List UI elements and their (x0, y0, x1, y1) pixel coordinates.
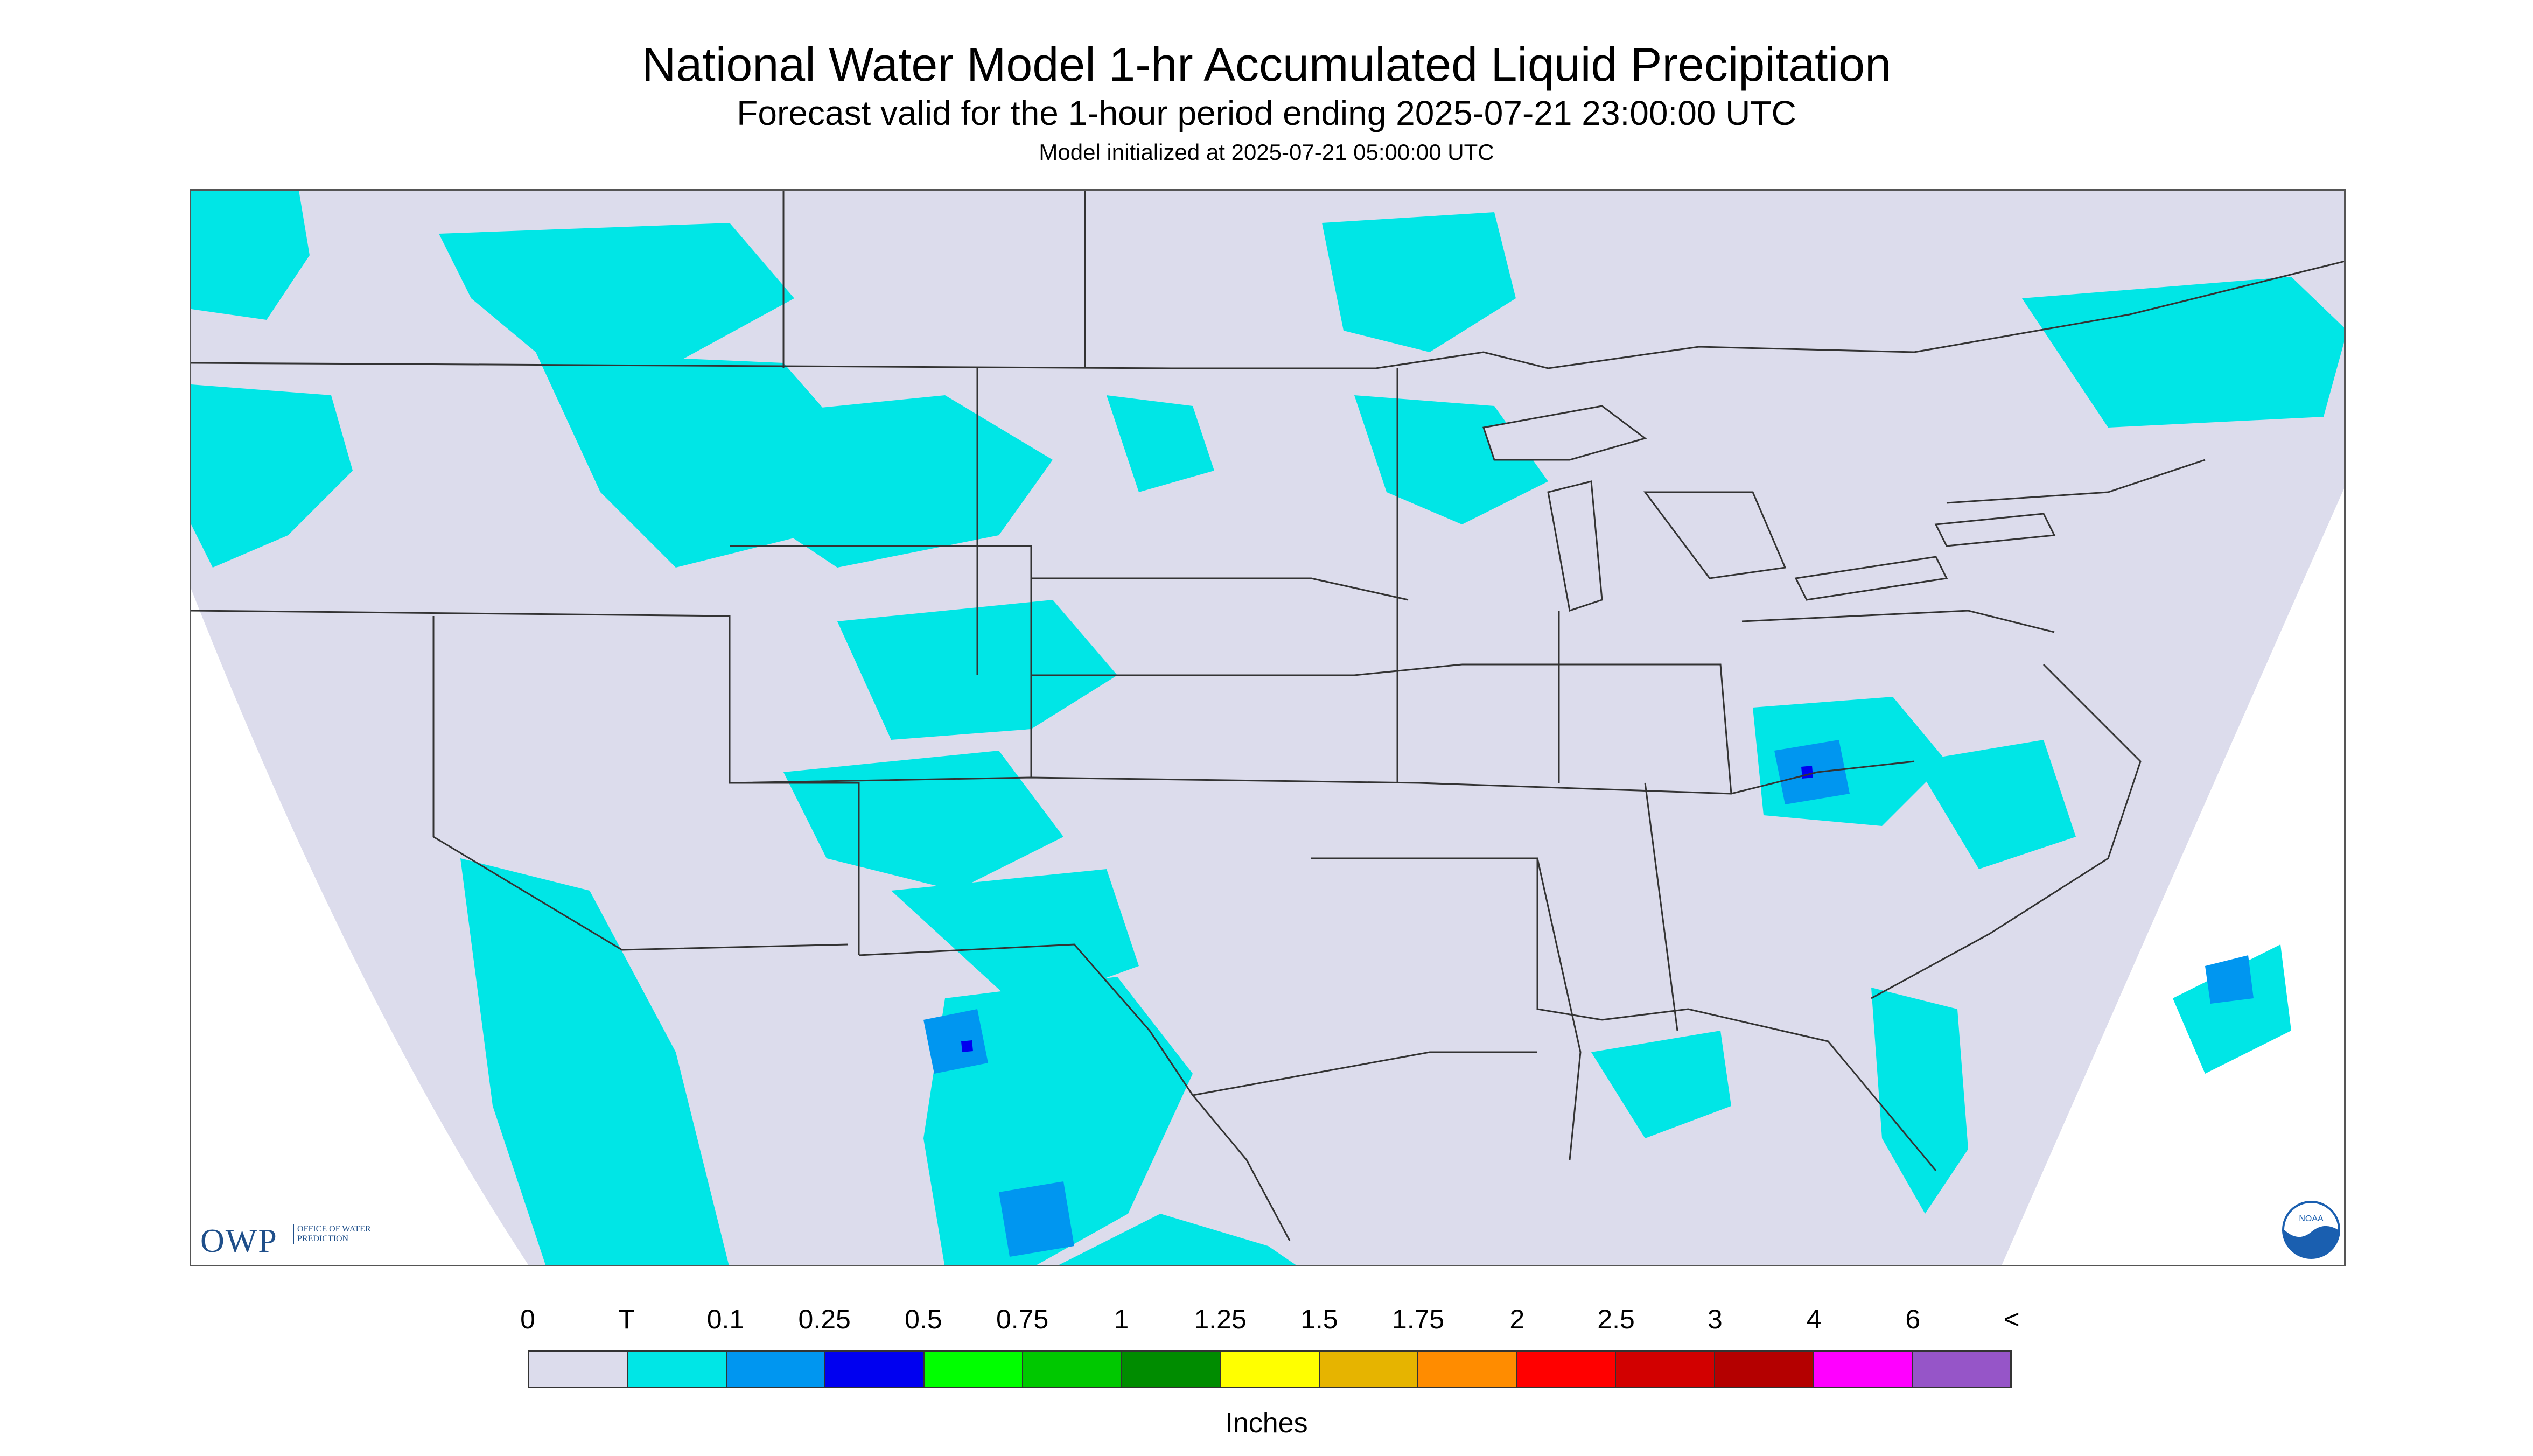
legend-label: 6 (1905, 1304, 1921, 1334)
owp-logo-text: OWP (200, 1223, 278, 1259)
great-lakes (1482, 405, 2056, 612)
legend-label: 2.5 (1597, 1304, 1635, 1334)
legend-swatch (1023, 1352, 1122, 1387)
legend-swatch (1616, 1352, 1715, 1387)
legend-label: 1.5 (1300, 1304, 1338, 1334)
legend-label: 2 (1509, 1304, 1525, 1334)
legend-swatch (825, 1352, 925, 1387)
legend-swatch (1814, 1352, 1913, 1387)
legend-label: 0.25 (798, 1304, 851, 1334)
legend-units: Inches (1225, 1408, 1308, 1439)
legend-swatch (1221, 1352, 1320, 1387)
legend-swatch (1418, 1352, 1517, 1387)
legend-swatch (1319, 1352, 1419, 1387)
legend-labels: 0 T 0.1 0.25 0.5 0.75 1 1.25 1.5 1.75 2 2.5 3 4 6 < (520, 1303, 2020, 1335)
legend-swatch (529, 1352, 628, 1387)
precipitation-map (190, 189, 2346, 1266)
map-title: National Water Model 1-hr Accumulated Li… (641, 38, 1892, 91)
noaa-logo: NOAA (2282, 1201, 2340, 1259)
legend-label: 0.1 (706, 1304, 745, 1334)
legend-swatch (1912, 1352, 2011, 1387)
legend-label: 1 (1114, 1304, 1129, 1334)
precip-light-areas (923, 740, 2254, 1257)
noaa-logo-text: NOAA (2299, 1214, 2324, 1223)
legend-swatch (1122, 1352, 1221, 1387)
legend-swatch (726, 1352, 826, 1387)
legend-label: 0.75 (996, 1304, 1049, 1334)
color-legend (528, 1350, 2012, 1388)
owp-logo: OWP OFFICE OF WATER PREDICTION (200, 1222, 373, 1260)
legend-label: 0 (520, 1304, 535, 1334)
legend-label: 1.25 (1194, 1304, 1247, 1334)
legend-label: 4 (1806, 1304, 1822, 1334)
legend-label: 3 (1707, 1304, 1723, 1334)
precip-moderate-areas (961, 766, 1813, 1052)
political-boundaries (191, 191, 2344, 1241)
map-subtitle: Forecast valid for the 1-hour period end… (737, 94, 1796, 132)
model-init-text: Model initialized at 2025-07-21 05:00:00… (1039, 139, 1494, 165)
legend-swatch (1715, 1352, 1814, 1387)
owp-logo-subtext: OFFICE OF WATER PREDICTION (293, 1224, 373, 1244)
legend-swatch (924, 1352, 1024, 1387)
legend-swatch (1517, 1352, 1617, 1387)
legend-label: 0.5 (905, 1304, 942, 1334)
map-canvas (191, 191, 2344, 1265)
legend-swatch (628, 1352, 727, 1387)
legend-label: < (2004, 1304, 2020, 1334)
legend-label: 1.75 (1391, 1304, 1445, 1334)
legend-label: T (618, 1304, 635, 1334)
